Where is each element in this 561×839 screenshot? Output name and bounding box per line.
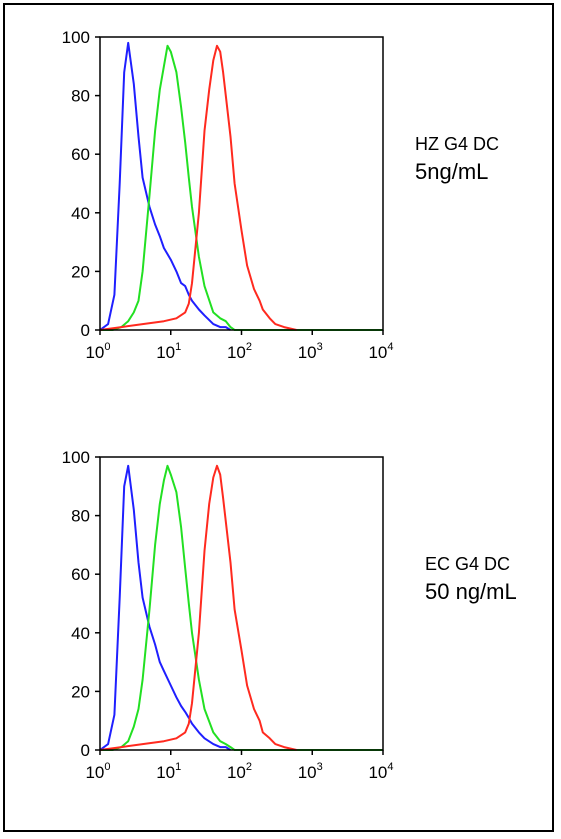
- panel-1-sample-label: HZ G4 DC: [415, 134, 500, 154]
- panel-2-sample-label: EC G4 DC: [425, 554, 511, 574]
- histogram-panel-1: 0 20 40 60 80 100 100 101 102 103 104: [62, 28, 394, 362]
- x-tick-label: 103: [298, 341, 323, 362]
- series-blue-line: [99, 41, 232, 331]
- panel-2-label: EC G4 DC 50 ng/mL: [425, 554, 517, 605]
- y-tick-label: 60: [71, 145, 90, 164]
- series-red-line: [99, 464, 297, 751]
- y-tick-label: 0: [81, 741, 90, 760]
- x-tick-label: 104: [368, 761, 393, 782]
- x-tick-label: 101: [156, 761, 181, 782]
- figure-frame: [3, 3, 554, 832]
- panel-1-concentration-label: 5ng/mL: [415, 159, 489, 184]
- plot-area-frame: [99, 36, 384, 331]
- panel-2-concentration-label: 50 ng/mL: [425, 579, 517, 604]
- x-tick-label: 100: [85, 341, 110, 362]
- panel-1-label: HZ G4 DC 5ng/mL: [415, 134, 499, 185]
- histogram-panel-2: 0 20 40 60 80 100 100 101 102 103 104: [62, 448, 394, 782]
- y-tick-label: 60: [71, 565, 90, 584]
- y-tick-label: 20: [71, 682, 90, 701]
- x-tick-label: 103: [298, 761, 323, 782]
- series-green-line: [100, 464, 383, 751]
- plot-area-frame: [99, 456, 384, 751]
- y-tick-label: 80: [71, 507, 90, 526]
- series-red-line: [99, 44, 297, 331]
- x-tick-label: 100: [85, 761, 110, 782]
- x-tick-label: 102: [227, 761, 252, 782]
- y-tick-label: 40: [71, 624, 90, 643]
- y-tick-label: 0: [81, 321, 90, 340]
- series-blue-line: [99, 464, 232, 751]
- x-tick-label: 101: [156, 341, 181, 362]
- y-tick-label: 20: [71, 262, 90, 281]
- y-tick-label: 100: [62, 448, 90, 467]
- x-tick-label: 102: [227, 341, 252, 362]
- x-tick-label: 104: [368, 341, 393, 362]
- series-green-line: [100, 44, 383, 331]
- y-tick-label: 80: [71, 87, 90, 106]
- y-tick-label: 100: [62, 28, 90, 47]
- y-tick-label: 40: [71, 204, 90, 223]
